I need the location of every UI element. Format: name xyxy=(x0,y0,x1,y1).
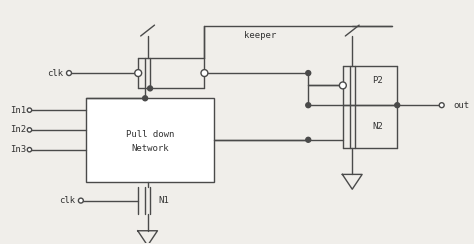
Text: In3: In3 xyxy=(9,145,26,154)
Circle shape xyxy=(395,103,400,108)
Circle shape xyxy=(147,86,153,91)
Circle shape xyxy=(201,70,208,77)
Circle shape xyxy=(306,137,311,142)
Text: out: out xyxy=(454,101,470,110)
Text: N2: N2 xyxy=(373,122,383,131)
Circle shape xyxy=(66,71,72,76)
Text: In1: In1 xyxy=(9,106,26,115)
Text: keeper: keeper xyxy=(244,31,276,41)
Text: In2: In2 xyxy=(9,125,26,134)
Circle shape xyxy=(339,82,346,89)
Bar xyxy=(86,98,214,182)
Circle shape xyxy=(143,96,147,101)
Circle shape xyxy=(306,103,311,108)
Circle shape xyxy=(27,128,32,132)
Circle shape xyxy=(27,148,32,152)
Text: clk: clk xyxy=(59,196,75,205)
Text: Network: Network xyxy=(131,144,169,153)
Text: Pull down: Pull down xyxy=(126,130,174,139)
Text: clk: clk xyxy=(47,69,64,78)
Circle shape xyxy=(306,71,311,76)
Circle shape xyxy=(27,108,32,112)
Text: P2: P2 xyxy=(373,76,383,85)
Text: N1: N1 xyxy=(158,196,169,205)
Circle shape xyxy=(78,198,83,203)
Circle shape xyxy=(439,103,444,108)
Circle shape xyxy=(135,70,142,77)
